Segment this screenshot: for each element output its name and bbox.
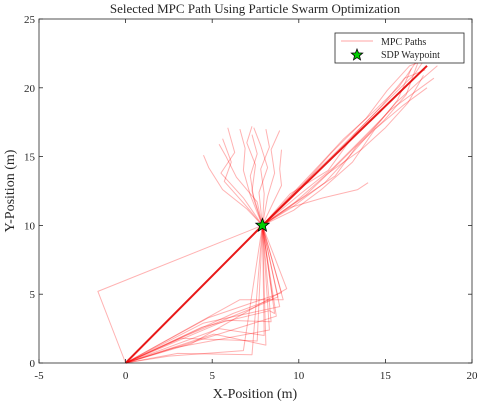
mpc-path-upper <box>222 138 263 226</box>
x-tick-label: 10 <box>293 370 305 382</box>
mpc-path-lower <box>125 225 279 364</box>
y-tick-label: 10 <box>24 220 36 232</box>
plot-frame <box>38 18 473 364</box>
chart-title: Selected MPC Path Using Particle Swarm O… <box>110 1 401 16</box>
mpc-path-upper <box>253 127 269 226</box>
y-tick-label: 20 <box>24 83 36 95</box>
mpc-path-upper <box>220 127 263 226</box>
mpc-path-upper <box>262 68 412 226</box>
mpc-path-upper <box>262 55 421 226</box>
mpc-path-lower <box>125 225 263 364</box>
mpc-path-upper <box>262 75 424 226</box>
x-tick-label: 5 <box>209 370 215 382</box>
mpc-path-upper <box>239 128 263 226</box>
mpc-path-lower <box>125 225 265 364</box>
mpc-path-lower <box>125 225 277 364</box>
legend-star-icon <box>350 47 364 61</box>
legend-mpc-label: MPC Paths <box>381 37 426 48</box>
mpc-path-upper <box>262 182 369 226</box>
mpc-path-lower <box>125 225 272 364</box>
mpc-path-upper <box>262 69 426 226</box>
mpc-path-lower <box>125 225 270 364</box>
mpc-path-lower <box>125 225 274 364</box>
x-tick-label: 0 <box>123 370 129 382</box>
mpc-path-upper <box>262 77 435 226</box>
mpc-path-lower <box>97 224 263 364</box>
mpc-path-upper <box>262 65 438 226</box>
mpc-path-lower <box>125 225 276 364</box>
y-tick-label: 5 <box>30 289 36 301</box>
x-axis-label: X-Position (m) <box>213 387 298 402</box>
mpc-path-upper <box>261 130 281 226</box>
x-tick-label: 15 <box>380 370 392 382</box>
y-axis-label: Y-Position (m) <box>3 149 18 232</box>
mpc-path-upper <box>249 134 263 226</box>
mpc-path-upper <box>218 143 263 226</box>
x-tick-label: 20 <box>467 370 479 382</box>
y-tick-label: 0 <box>30 358 36 370</box>
y-tick-label: 15 <box>24 152 36 164</box>
mpc-path-upper <box>261 149 282 226</box>
mpc-path-lower <box>125 225 267 364</box>
mpc-path-upper <box>262 50 431 226</box>
x-tick-label: -5 <box>34 370 44 382</box>
sdp-waypoint-marker <box>254 217 271 233</box>
mpc-path-upper <box>262 61 419 226</box>
legend-waypoint-label: SDP Waypoint <box>381 50 440 61</box>
mpc-path-lower <box>125 225 281 364</box>
mpc-path-lower <box>125 225 282 364</box>
paths-layer <box>97 50 438 364</box>
mpc-path-upper <box>262 87 428 226</box>
mpc-path-lower <box>125 225 284 364</box>
mpc-path-upper <box>260 129 270 226</box>
y-tick-label: 25 <box>24 14 36 26</box>
mpc-path-lower <box>125 225 263 364</box>
mpc-path-lower <box>125 225 263 364</box>
mpc-path-upper <box>246 126 263 226</box>
mpc-path-lower <box>125 225 288 364</box>
legend: MPC Paths SDP Waypoint <box>334 32 465 64</box>
mpc-path-upper <box>203 155 263 226</box>
